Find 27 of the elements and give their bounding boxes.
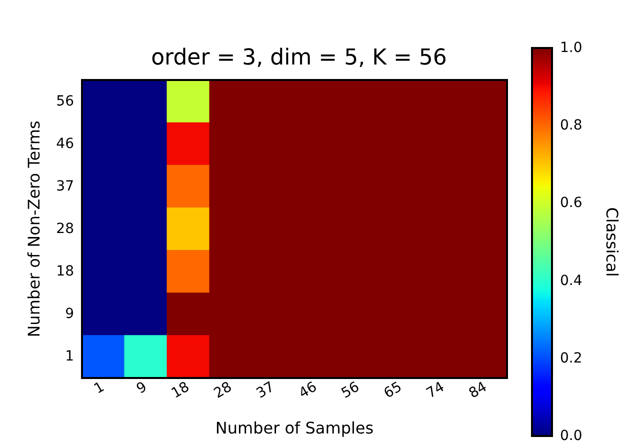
y-tick-label: 28: [56, 221, 74, 237]
y-tick-label: 37: [56, 178, 74, 194]
color-bar-label: 0.4: [560, 272, 582, 289]
color-bar-label: 0.2: [560, 350, 582, 366]
y-axis-title: Number of Non-Zero Terms: [24, 120, 44, 338]
x-tick-label: 65: [381, 379, 405, 402]
x-axis-title: Number of Samples: [215, 418, 374, 438]
chart-title: order = 3, dim = 5, K = 56: [151, 46, 447, 70]
y-tick-label: 9: [65, 306, 74, 322]
x-tick-label: 46: [296, 379, 320, 402]
x-tick-label: 37: [254, 379, 278, 402]
color-bar-label: 0.6: [560, 195, 582, 212]
x-tick-label: 84: [466, 379, 490, 402]
color-bar-label: 0.8: [560, 118, 582, 134]
x-tick-label: 9: [134, 379, 150, 398]
y-tick-label: 46: [56, 136, 74, 152]
x-tick-label: 18: [168, 379, 192, 402]
x-tick-label: 1: [92, 379, 108, 398]
x-tick-label: 28: [211, 379, 235, 402]
color-bar-label: 1.0: [560, 40, 582, 56]
y-tick-label: 1: [65, 348, 74, 365]
x-tick-label: 56: [338, 379, 362, 402]
y-tick-label: 18: [56, 264, 74, 280]
x-tick-label: 74: [424, 379, 448, 402]
color-bar-title: Classical: [602, 207, 622, 277]
y-tick-label: 56: [56, 93, 74, 110]
color-bar-label: 0.0: [560, 428, 582, 444]
